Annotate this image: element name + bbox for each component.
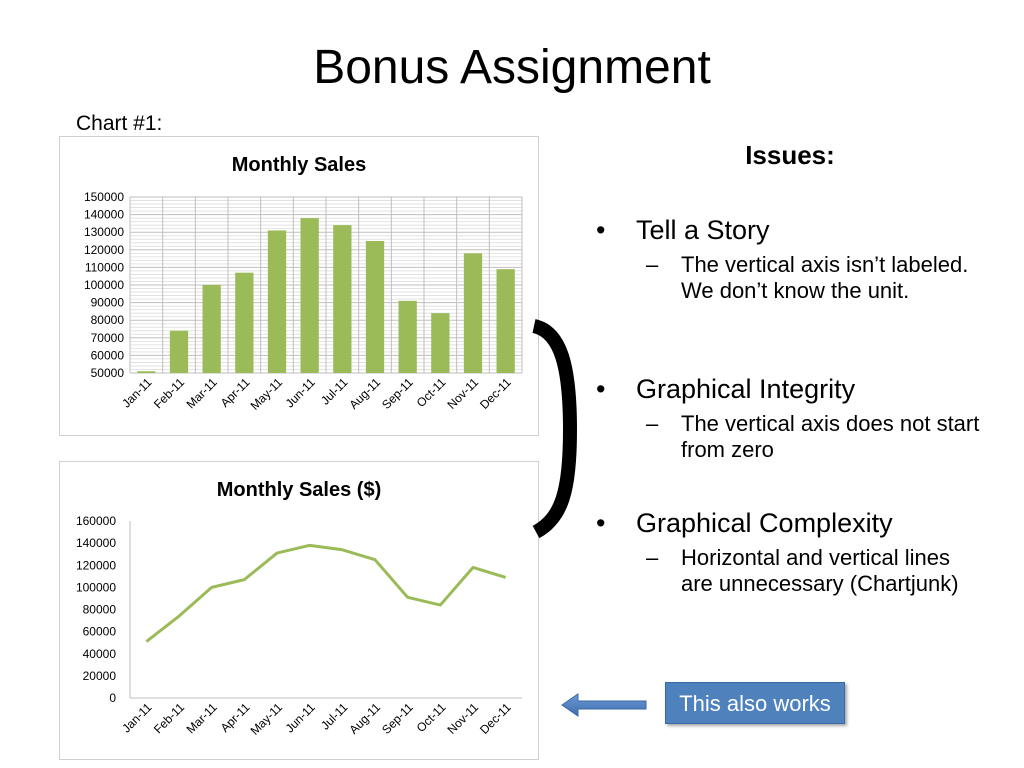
x-tick-label: Oct-11	[414, 700, 449, 735]
dash-icon: –	[646, 411, 659, 436]
bracket-icon	[531, 319, 578, 539]
x-tick-label: Oct-11	[414, 375, 449, 410]
issue-detail: Horizontal and vertical lines are unnece…	[681, 545, 959, 596]
x-tick-label: Jun-11	[283, 700, 318, 735]
bar-chart: Monthly Sales 150000 140000 130000 120000 110…	[84, 154, 523, 413]
this-also-works-button[interactable]: This also works	[665, 682, 845, 724]
bar	[267, 230, 287, 373]
issue-detail: The vertical axis isn’t labeled. We don’…	[681, 252, 969, 303]
slide-title: Bonus Assignment	[313, 41, 711, 94]
x-tick-label: Jan-11	[119, 700, 154, 735]
x-tick-label: Apr-11	[218, 700, 253, 735]
bullet-icon: •	[596, 374, 606, 404]
x-tick-label: Feb-11	[151, 700, 187, 736]
bar	[202, 285, 221, 373]
x-tick-label: Apr-11	[218, 375, 253, 410]
y-tick-label: 90000	[91, 296, 125, 310]
bar-chart-panel: Monthly Sales 150000 140000 130000 120000 110…	[59, 136, 539, 436]
dash-icon: –	[646, 252, 659, 277]
left-arrow-icon	[561, 693, 647, 717]
chart-title: Monthly Sales	[232, 154, 366, 176]
x-tick-label: Nov-11	[444, 700, 481, 737]
line-chart-panel: Monthly Sales ($) 160000 140000 120000 10000…	[59, 461, 539, 760]
x-tick-label: Jul-11	[318, 700, 351, 733]
x-tick-label: Sep-11	[379, 375, 416, 412]
y-tick-label: 20000	[83, 669, 117, 683]
dash-icon: –	[646, 545, 659, 570]
issue-detail: The vertical axis does not start from ze…	[681, 411, 980, 462]
x-tick-label: Mar-11	[184, 700, 220, 736]
x-tick-label: Aug-11	[346, 700, 383, 737]
x-tick-label: Jul-11	[318, 375, 351, 408]
y-tick-label: 120000	[76, 558, 116, 572]
bar	[333, 225, 352, 373]
bar	[300, 218, 319, 373]
issue-title: Graphical Complexity	[636, 508, 893, 538]
y-tick-label: 50000	[91, 366, 125, 380]
bar	[169, 330, 189, 373]
y-tick-label: 80000	[91, 313, 125, 327]
bullet-icon: •	[596, 508, 606, 538]
y-tick-label: 60000	[91, 348, 125, 362]
y-tick-label: 70000	[91, 331, 125, 345]
x-tick-label: Dec-11	[477, 700, 514, 737]
x-tick-label: Dec-11	[477, 375, 514, 412]
issue-title: Tell a Story	[636, 215, 770, 245]
y-tick-label: 130000	[84, 225, 124, 239]
issue-title: Graphical Integrity	[636, 374, 856, 404]
x-tick-label: Nov-11	[444, 375, 481, 412]
x-tick-label: Sep-11	[379, 700, 416, 737]
y-tick-label: 110000	[85, 260, 124, 274]
y-tick-label: 40000	[83, 647, 117, 661]
bar	[496, 269, 515, 373]
y-tick-label: 140000	[84, 208, 124, 222]
line-chart: Monthly Sales ($) 160000 140000 120000 10000…	[76, 479, 522, 738]
y-tick-label: 0	[109, 691, 116, 705]
bar	[431, 313, 450, 373]
chart-label: Chart #1:	[76, 112, 163, 135]
y-tick-label: 160000	[76, 514, 116, 528]
y-tick-label: 140000	[76, 536, 116, 550]
x-tick-label: May-11	[248, 375, 286, 413]
bar	[137, 371, 156, 373]
chart-title: Monthly Sales ($)	[217, 479, 381, 501]
x-tick-label: Mar-11	[184, 375, 220, 411]
y-tick-label: 120000	[84, 243, 124, 257]
issues-heading: Issues:	[745, 140, 835, 170]
y-tick-label: 150000	[84, 190, 124, 204]
x-tick-label: Aug-11	[346, 375, 383, 412]
x-tick-label: May-11	[248, 700, 286, 738]
bullet-icon: •	[596, 215, 606, 245]
y-tick-label: 60000	[83, 625, 117, 639]
bar	[398, 300, 417, 373]
x-tick-label: Jun-11	[283, 375, 318, 410]
bar	[365, 241, 385, 373]
series-line	[145, 543, 507, 643]
y-tick-label: 80000	[83, 603, 117, 617]
x-tick-label: Feb-11	[151, 375, 187, 411]
x-tick-label: Jan-11	[119, 375, 154, 410]
y-tick-label: 100000	[76, 580, 116, 594]
bar	[463, 253, 483, 373]
bar	[235, 272, 254, 373]
y-tick-label: 100000	[84, 278, 124, 292]
